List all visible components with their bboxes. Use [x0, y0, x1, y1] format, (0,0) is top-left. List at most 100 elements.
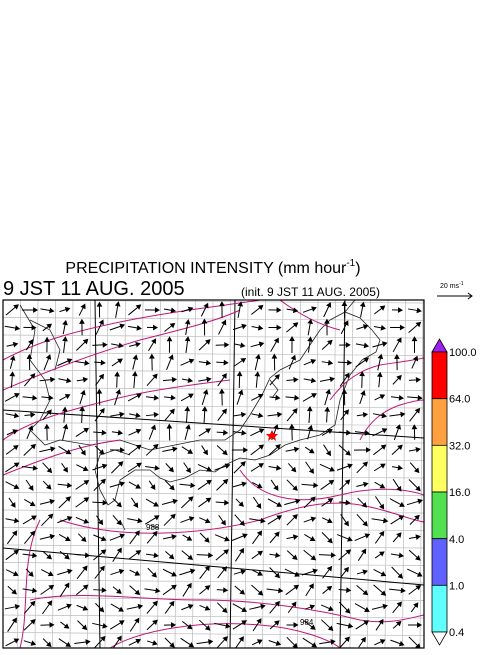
wind-vector: [286, 408, 298, 422]
wind-vector: [307, 318, 313, 336]
wind-vector: [92, 463, 108, 471]
wind-vector: [372, 341, 388, 348]
wind-vector: [4, 604, 21, 610]
wind-vector: [217, 373, 227, 387]
wind-vector: [180, 516, 195, 523]
wind-vector: [145, 411, 159, 418]
grid-line: [3, 579, 424, 584]
wind-vector: [390, 394, 405, 401]
wind-vector: [200, 302, 209, 317]
grid-line: [209, 300, 214, 648]
wind-vector: [354, 447, 371, 453]
wind-vector: [374, 394, 386, 401]
grid-line: [419, 300, 424, 648]
wind-vector: [162, 568, 177, 577]
wind-vector: [23, 600, 36, 614]
wind-vector: [219, 388, 225, 406]
wind-vector: [127, 462, 142, 473]
wind-vector: [373, 568, 387, 577]
wind-vector: [407, 568, 423, 577]
wind-vector: [409, 407, 421, 422]
wind-vector: [9, 371, 16, 388]
wind-vector: [181, 604, 194, 611]
grid-line: [3, 597, 424, 601]
wind-vector: [41, 513, 54, 527]
wind-vector: [25, 479, 34, 491]
wind-vector: [128, 325, 142, 331]
wind-vector: [389, 411, 406, 418]
wind-vector: [252, 481, 263, 489]
wind-vector: [391, 444, 403, 456]
wind-vector: [42, 323, 53, 332]
wind-vector: [184, 424, 191, 441]
isobar-label: 988: [146, 523, 160, 532]
wind-vector: [198, 497, 212, 508]
wind-vector: [268, 444, 281, 456]
wind-vector: [184, 336, 191, 353]
wind-vector: [96, 515, 104, 526]
wind-vector: [390, 515, 405, 525]
grid-line: [3, 632, 424, 636]
grid-line: [3, 474, 424, 479]
wind-vector: [94, 359, 106, 366]
wind-vector: [201, 406, 208, 423]
wind-vector: [4, 393, 20, 402]
wind-vector: [145, 552, 159, 559]
wind-vector: [77, 620, 88, 631]
grid-line: [3, 562, 424, 566]
wind-vector: [340, 409, 349, 421]
grid-line: [3, 509, 424, 514]
grid-line: [174, 300, 179, 648]
wind-vector: [303, 549, 317, 561]
wind-vector: [266, 587, 284, 594]
wind-vector: [214, 463, 231, 471]
wind-vector: [236, 389, 244, 405]
wind-vector: [305, 583, 314, 597]
wind-vector: [250, 428, 265, 437]
wind-vector: [254, 353, 261, 371]
wind-vector: [233, 429, 247, 436]
wind-vector: [128, 550, 142, 560]
wind-vector: [8, 497, 16, 508]
wind-vector: [392, 337, 402, 353]
colorbar: [431, 338, 448, 646]
wind-vector: [25, 339, 34, 351]
wind-vector: [408, 549, 421, 561]
wind-vector: [93, 549, 107, 561]
wind-vector: [269, 531, 280, 544]
wind-vector: [40, 622, 55, 628]
grid-line: [314, 300, 319, 648]
wind-vector: [179, 482, 196, 489]
wind-vector: [146, 373, 158, 387]
wind-vector: [251, 393, 264, 401]
wind-vector: [95, 603, 105, 613]
wind-vector: [145, 498, 159, 507]
wind-vector: [129, 617, 140, 632]
colorbar-band: [431, 538, 448, 586]
wind-scale-arrow: [437, 292, 473, 300]
wind-vector: [199, 532, 210, 543]
wind-vector: [145, 307, 160, 313]
wind-vector: [319, 463, 335, 472]
grid-line: [17, 300, 21, 648]
wind-vector: [407, 622, 423, 628]
title: PRECIPITATION INTENSITY (mm hour-1): [65, 258, 360, 277]
wind-vector: [198, 619, 211, 631]
wind-vector: [251, 584, 264, 596]
wind-vector: [163, 622, 177, 628]
wind-vector: [354, 533, 371, 542]
wind-vector: [78, 303, 86, 316]
wind-vector: [95, 319, 104, 335]
wind-vector: [231, 533, 248, 541]
wind-vector: [286, 534, 299, 540]
wind-scale-sup: -1: [459, 281, 464, 287]
wind-vector: [109, 447, 126, 453]
wind-vector: [340, 320, 349, 335]
grid-line: [384, 300, 389, 648]
isobar-label: 984: [300, 618, 314, 627]
wind-vector: [408, 307, 422, 314]
title-close: ): [355, 260, 360, 277]
wind-vector: [39, 376, 56, 383]
grid-line: [3, 614, 424, 619]
wind-vector: [146, 324, 159, 331]
